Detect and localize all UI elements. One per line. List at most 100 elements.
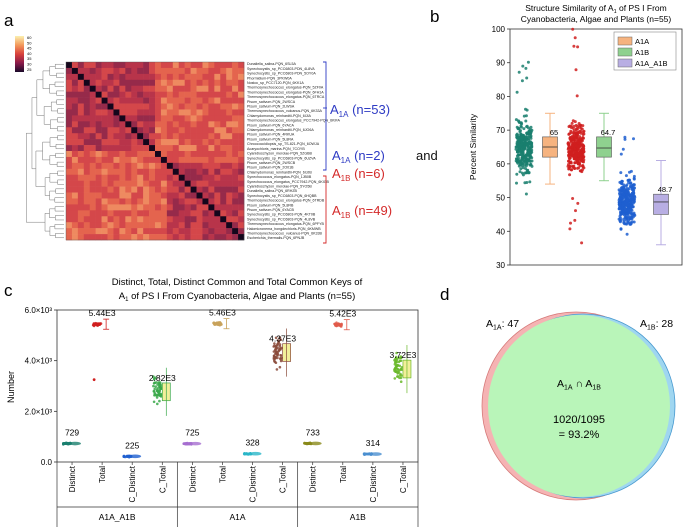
heatmap-cell [149, 91, 156, 98]
data-point [629, 182, 632, 186]
series-A1A_A1B-Distinct: 729 [62, 428, 82, 446]
heatmap-cell [66, 145, 73, 152]
heatmap-cell [196, 204, 203, 211]
data-point [625, 199, 629, 203]
data-point [515, 157, 519, 161]
heatmap-cell [143, 139, 150, 146]
heatmap-cell [101, 139, 108, 146]
heatmap-cell [95, 180, 102, 187]
heatmap-cell [202, 216, 209, 223]
heatmap-cell [214, 115, 221, 122]
heatmap-cell [238, 198, 245, 205]
heatmap-cell [172, 79, 180, 87]
data-point [632, 186, 636, 190]
x-tick-label: Total [339, 466, 348, 483]
heatmap-cell [226, 67, 233, 75]
heatmap-row-label: Thermosynechococcus_elongatus_PCC7942-PQ… [247, 119, 340, 123]
data-point [274, 356, 277, 360]
heatmap-cell [137, 79, 144, 87]
y-tick-label: 30 [496, 261, 505, 270]
heatmap-cell [190, 156, 197, 164]
heatmap-row-label: Dunaliella_salina-PQN_6SL5A [247, 62, 297, 66]
heatmap-cell [202, 204, 209, 211]
dendrogram-branch [49, 155, 58, 165]
heatmap-cell [172, 62, 180, 69]
data-point [574, 68, 578, 72]
heatmap-cell [214, 103, 221, 110]
heatmap-cell [66, 151, 73, 158]
heatmap-cell [238, 192, 245, 199]
heatmap-cell [238, 222, 245, 229]
heatmap-cell [238, 186, 245, 193]
heatmap-cell [77, 192, 85, 199]
heatmap-cell [101, 145, 108, 152]
heatmap-cell [208, 180, 215, 187]
value-label: 328 [245, 438, 259, 448]
data-point [394, 358, 397, 362]
heatmap-cell [107, 145, 114, 152]
heatmap-cell [113, 79, 120, 87]
data-point [278, 348, 281, 351]
heatmap-cell [143, 186, 150, 193]
heatmap-cell [172, 109, 180, 116]
heatmap-cell [71, 156, 79, 164]
heatmap-cell [178, 133, 185, 140]
heatmap-cell [214, 222, 221, 229]
heatmap-cell [160, 115, 168, 122]
heatmap-cell [166, 228, 174, 235]
violin [69, 441, 82, 446]
heatmap-cell [214, 210, 221, 217]
dendrogram-branch [56, 99, 64, 105]
data-point [529, 125, 533, 129]
heatmap-cell [107, 186, 114, 193]
heatmap-cell [119, 127, 126, 134]
heatmap-cell [71, 198, 79, 205]
data-point [155, 396, 159, 399]
heatmap-cell [166, 210, 174, 217]
series-A1A: 65 [514, 60, 558, 196]
heatmap-cell [160, 222, 168, 229]
heatmap-cell [143, 168, 150, 176]
data-point [525, 143, 529, 147]
heatmap-cell [107, 192, 114, 199]
heatmap-cell [214, 121, 221, 128]
dendrogram-branch [49, 208, 56, 218]
heatmap-cell [202, 85, 209, 92]
plot-frame-b [509, 28, 683, 266]
data-point [524, 153, 528, 157]
heatmap-cell [77, 204, 85, 211]
heatmap-cell [172, 103, 180, 110]
heatmap-cell [190, 133, 197, 140]
data-point [276, 342, 279, 346]
data-point [621, 192, 625, 196]
heatmap-cell [226, 222, 233, 229]
heatmap-cell [77, 151, 85, 158]
heatmap-cell [66, 133, 73, 140]
heatmap-cell [172, 216, 180, 223]
heatmap-cell [83, 145, 91, 152]
heatmap-cell [149, 168, 156, 176]
dendrogram-branch [44, 177, 50, 196]
heatmap-cell [71, 192, 79, 199]
data-point [619, 181, 623, 185]
heatmap-cell [190, 216, 197, 223]
heatmap-cell [196, 115, 203, 122]
heatmap-cell [95, 174, 102, 181]
data-point [570, 168, 574, 172]
data-point [521, 135, 525, 139]
heatmap-cell [178, 198, 185, 205]
heatmap-cell [214, 186, 221, 193]
heatmap-cell [184, 145, 191, 152]
heatmap-cell [155, 109, 162, 116]
heatmap-cell [113, 139, 120, 146]
heatmap-cell [131, 174, 138, 181]
heatmap-cell [220, 145, 227, 152]
heatmap-cell [160, 156, 168, 164]
heatmap-cell [232, 127, 239, 134]
heatmap-cell [119, 133, 126, 140]
heatmap-cell [155, 156, 162, 164]
heatmap-cell [208, 145, 215, 152]
heatmap-cell [232, 121, 239, 128]
data-point [632, 174, 636, 178]
heatmap-cell [83, 133, 91, 140]
